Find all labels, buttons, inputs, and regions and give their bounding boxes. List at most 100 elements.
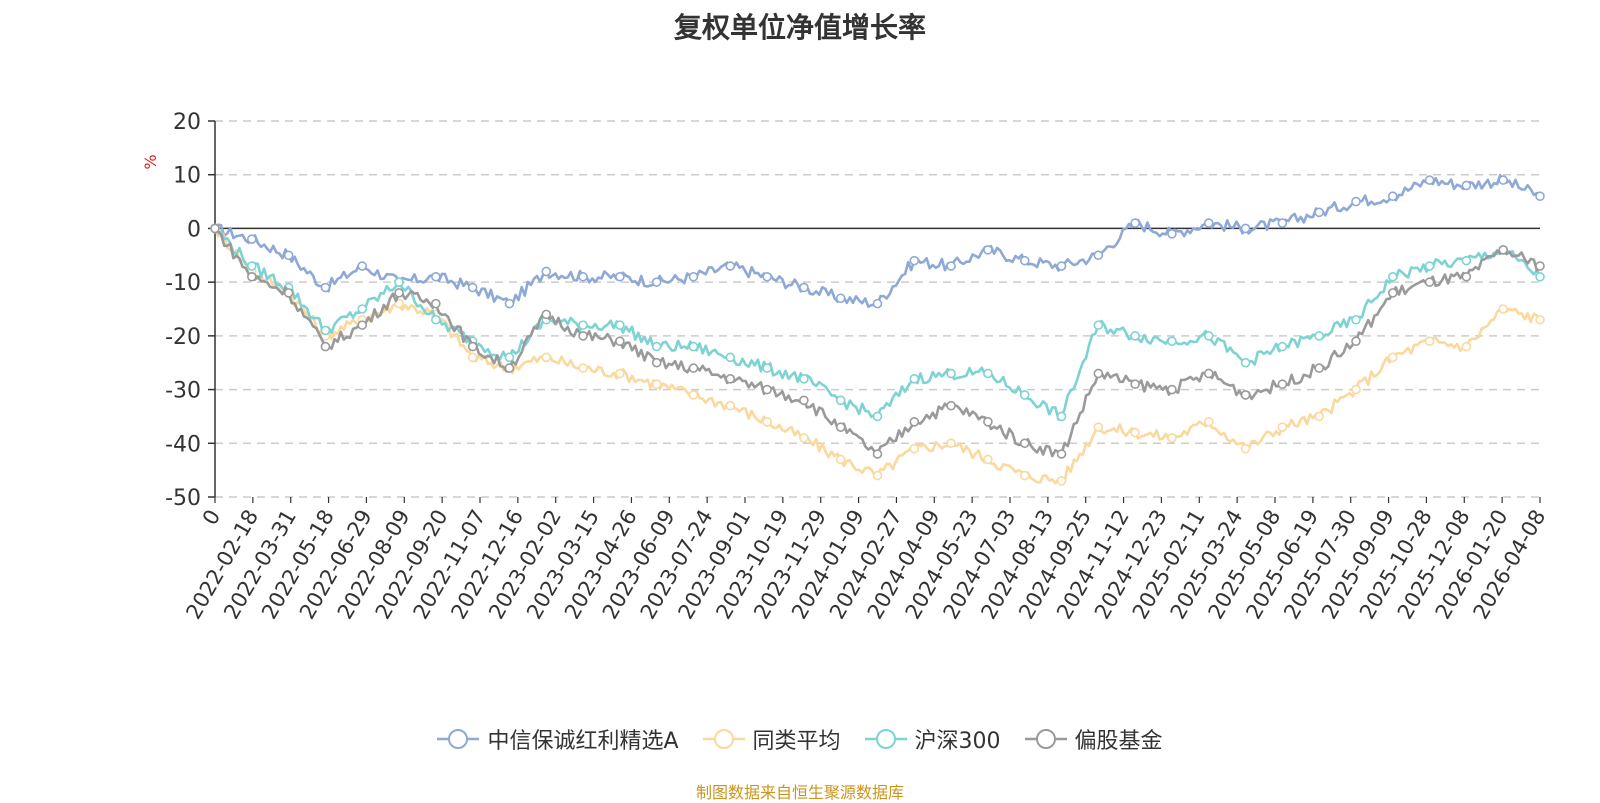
legend-item[interactable]: 同类平均	[702, 723, 841, 755]
data-point	[615, 320, 625, 330]
y-tick-label: -20	[165, 325, 201, 350]
data-point	[1314, 207, 1324, 218]
data-point	[1056, 476, 1067, 486]
y-axis-label: %	[141, 154, 160, 169]
data-point	[247, 261, 257, 271]
data-point	[1203, 368, 1214, 379]
data-point	[909, 255, 920, 266]
data-point	[504, 363, 515, 373]
data-point	[504, 298, 515, 309]
data-point	[1535, 271, 1545, 282]
data-point	[320, 282, 331, 293]
data-point	[1387, 271, 1398, 282]
data-point	[688, 390, 699, 400]
legend-item[interactable]: 中信保诚红利精选A	[437, 723, 679, 755]
data-point	[1424, 261, 1435, 271]
series-line	[214, 227, 1542, 458]
data-point	[1387, 352, 1398, 363]
series-line	[214, 173, 1541, 308]
y-tick-label: 0	[187, 217, 201, 242]
legend-item[interactable]: 偏股基金	[1024, 723, 1163, 755]
data-point	[651, 277, 662, 287]
data-point	[467, 341, 478, 352]
data-point	[615, 271, 625, 282]
data-point	[1167, 384, 1177, 395]
data-point	[983, 368, 993, 379]
x-tick-label: 0	[198, 506, 225, 530]
data-point	[909, 416, 920, 427]
data-point	[725, 261, 736, 271]
y-tick-label: 20	[173, 110, 201, 135]
data-point	[946, 400, 956, 411]
legend-label: 同类平均	[752, 729, 841, 754]
legend-line-icon	[864, 729, 907, 749]
data-point	[872, 470, 883, 481]
data-point	[762, 363, 772, 373]
data-point	[1498, 245, 1508, 255]
data-point	[1019, 390, 1030, 400]
data-point	[431, 298, 441, 309]
y-tick-label: -50	[165, 486, 201, 511]
data-point	[946, 368, 956, 379]
axis-layer: 20100-10-20-30-40-5002022-02-182022-03-3…	[165, 110, 1550, 623]
data-point	[1130, 218, 1140, 228]
data-point	[1167, 433, 1177, 443]
y-tick-label: -30	[165, 379, 201, 404]
data-point	[725, 374, 736, 384]
data-point	[357, 261, 368, 271]
data-point	[1314, 363, 1324, 373]
data-point	[1351, 314, 1361, 325]
data-point	[1019, 470, 1030, 481]
data-point	[1424, 277, 1435, 287]
data-point	[320, 341, 331, 352]
source-note: 制图数据来自恒生聚源数据库	[695, 783, 904, 802]
data-point	[1240, 223, 1251, 234]
data-point	[762, 384, 772, 395]
data-point	[688, 363, 699, 373]
data-point	[651, 341, 662, 352]
data-point	[1424, 336, 1435, 347]
data-point	[1130, 427, 1140, 438]
data-point	[541, 266, 552, 277]
data-point	[1535, 261, 1545, 271]
data-point	[1387, 288, 1398, 298]
data-point	[615, 336, 625, 347]
data-point	[1277, 218, 1288, 228]
data-point	[725, 400, 736, 411]
data-point	[1130, 379, 1140, 390]
data-point	[431, 314, 441, 325]
data-point	[541, 352, 552, 363]
data-point	[578, 320, 588, 330]
data-point	[688, 271, 699, 282]
data-point	[1535, 314, 1545, 325]
data-point	[946, 438, 956, 449]
data-point	[983, 245, 993, 255]
data-point	[1387, 191, 1398, 201]
series-line	[213, 227, 1542, 421]
data-point	[799, 282, 809, 293]
data-point	[872, 298, 883, 309]
data-point	[578, 331, 588, 341]
chart-title: 复权单位净值增长率	[673, 11, 926, 44]
data-point	[762, 416, 772, 427]
legend-item[interactable]: 沪深300	[864, 723, 1001, 755]
legend-line-icon	[1024, 729, 1067, 749]
data-point	[1093, 422, 1104, 432]
data-point	[431, 271, 441, 282]
data-point	[1314, 411, 1324, 422]
data-point	[1019, 255, 1030, 266]
data-point	[983, 416, 993, 427]
data-point	[1167, 336, 1177, 347]
data-point	[1351, 196, 1361, 207]
data-point	[946, 261, 956, 271]
data-point	[1203, 416, 1214, 427]
data-point	[1093, 320, 1104, 330]
series-layer	[210, 173, 1545, 486]
data-point	[357, 320, 368, 330]
legend: 中信保诚红利精选A 同类平均 沪深300 偏股基金	[0, 723, 1600, 755]
data-point	[799, 395, 809, 406]
data-point	[1056, 449, 1067, 459]
data-point	[1240, 390, 1251, 400]
data-point	[725, 352, 736, 363]
